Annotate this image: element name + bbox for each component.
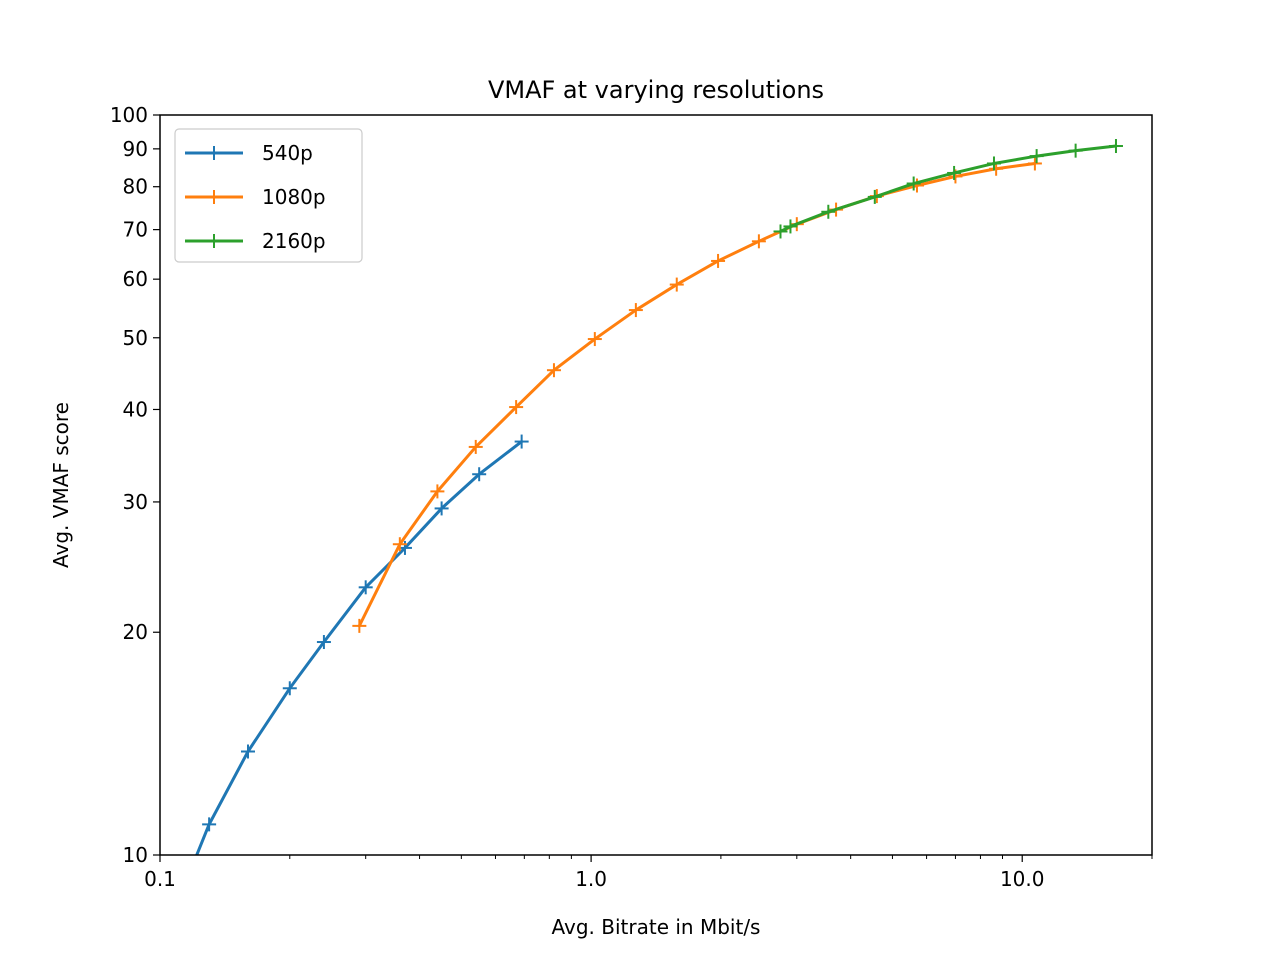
series-line-540p — [195, 440, 524, 855]
data-point — [392, 537, 407, 552]
data-point — [773, 224, 788, 239]
data-point — [867, 189, 882, 204]
data-point — [1108, 139, 1123, 154]
chart-title: VMAF at varying resolutions — [488, 76, 824, 104]
data-point — [509, 400, 524, 415]
data-point — [240, 744, 255, 759]
x-axis-label: Avg. Bitrate in Mbit/s — [552, 915, 761, 939]
data-point — [282, 681, 297, 696]
data-point — [783, 219, 798, 234]
data-point — [669, 277, 684, 292]
y-tick-label: 60 — [123, 267, 148, 291]
y-tick-label: 70 — [123, 218, 148, 242]
data-point — [947, 165, 962, 180]
data-point — [514, 434, 529, 449]
data-point — [316, 635, 331, 650]
series-540p — [193, 434, 529, 855]
data-point — [821, 204, 836, 219]
data-point — [1068, 143, 1083, 158]
data-point — [546, 363, 561, 378]
legend-label: 2160p — [262, 229, 326, 253]
x-tick-label: 0.1 — [144, 867, 176, 891]
y-tick-label: 50 — [123, 326, 148, 350]
plot-frame — [159, 114, 1153, 856]
data-point — [751, 234, 766, 249]
data-point — [1027, 156, 1042, 171]
data-point — [986, 156, 1001, 171]
x-tick-label: 1.0 — [575, 867, 607, 891]
data-point — [1029, 149, 1044, 164]
data-point — [587, 332, 602, 347]
series-layer — [193, 139, 1123, 855]
legend-label: 540p — [262, 141, 313, 165]
y-axis-label: Avg. VMAF score — [49, 402, 73, 568]
data-point — [430, 484, 445, 499]
data-point — [628, 303, 643, 318]
data-point — [352, 618, 367, 633]
y-tick-label: 90 — [123, 137, 148, 161]
series-line-2160p — [779, 144, 1118, 233]
y-tick-label: 40 — [123, 397, 148, 421]
axes-layer: 0.1 1.0 10.0 10 20 30 40 50 60 70 80 90 100 — [110, 103, 1153, 891]
y-tick-label: 80 — [123, 175, 148, 199]
data-point — [202, 817, 217, 832]
data-point — [711, 253, 726, 268]
data-point — [468, 439, 483, 454]
legend-entry-2160p: 2160p — [185, 229, 326, 253]
legend-entry-1080p: 1080p — [185, 185, 326, 209]
legend-label: 1080p — [262, 185, 326, 209]
y-tick-label: 100 — [110, 103, 148, 127]
series-2160p — [773, 139, 1123, 239]
data-point — [358, 580, 373, 595]
x-tick-label: 10.0 — [1000, 867, 1045, 891]
series-line-1080p — [357, 161, 1037, 628]
legend-entries: 540p 1080p 2160p — [185, 141, 326, 253]
y-tick-label: 20 — [123, 620, 148, 644]
legend-frame — [174, 128, 363, 263]
data-point — [434, 501, 449, 516]
data-point — [472, 467, 487, 482]
legend-entry-540p: 540p — [185, 141, 313, 165]
data-point — [906, 176, 921, 191]
y-tick-label: 30 — [123, 490, 148, 514]
y-tick-label: 10 — [123, 843, 148, 867]
legend: 540p 1080p 2160p — [174, 128, 363, 263]
